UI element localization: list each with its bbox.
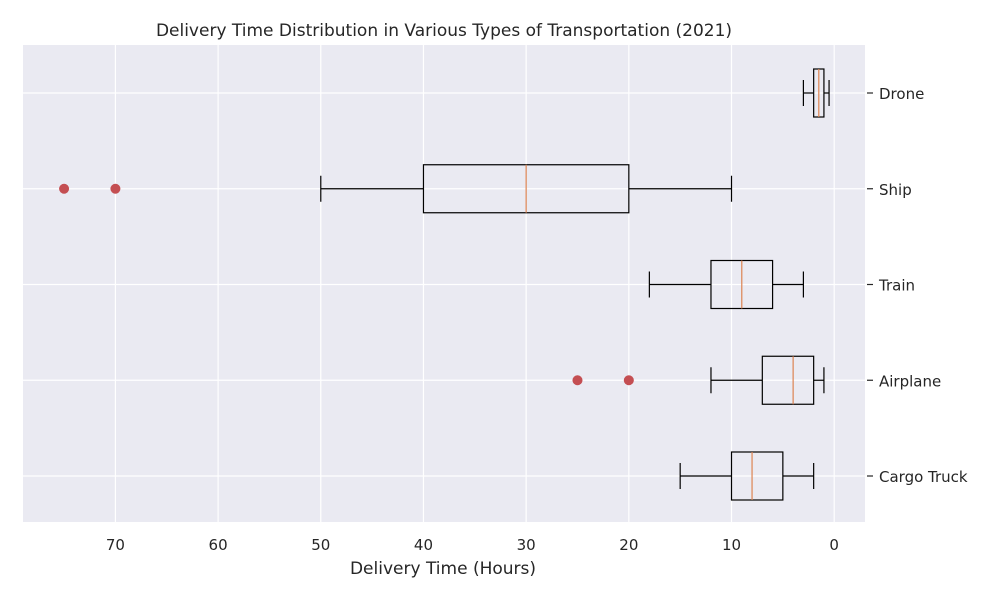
y-tick-label: Ship bbox=[879, 181, 912, 199]
tick-marks bbox=[867, 92, 873, 477]
chart-title: Delivery Time Distribution in Various Ty… bbox=[156, 21, 732, 41]
box-airplane bbox=[572, 355, 825, 405]
box-train bbox=[648, 259, 804, 310]
y-tick-label: Airplane bbox=[879, 372, 941, 390]
y-tick-label: Drone bbox=[879, 85, 924, 103]
x-tick-label: 60 bbox=[209, 536, 228, 554]
x-axis-label: Delivery Time (Hours) bbox=[350, 559, 536, 579]
x-tick-label: 20 bbox=[619, 536, 638, 554]
x-tick-label: 0 bbox=[829, 536, 839, 554]
x-tick-label: 70 bbox=[106, 536, 125, 554]
box-cargo-truck bbox=[679, 451, 815, 501]
outlier-point bbox=[110, 183, 121, 194]
y-tick-label: Cargo Truck bbox=[879, 468, 968, 486]
boxes-layer bbox=[59, 68, 830, 501]
outlier-point bbox=[623, 375, 634, 386]
x-tick-label: 10 bbox=[722, 536, 741, 554]
x-tick-label: 30 bbox=[517, 536, 536, 554]
box-ship bbox=[59, 164, 733, 214]
y-tick-label: Train bbox=[878, 277, 915, 295]
plot-background bbox=[23, 45, 865, 522]
box-iqr bbox=[730, 451, 784, 501]
outlier-point bbox=[59, 183, 70, 194]
x-tick-label: 50 bbox=[311, 536, 330, 554]
box-iqr bbox=[761, 355, 815, 405]
x-tick-label: 40 bbox=[414, 536, 433, 554]
outlier-point bbox=[572, 375, 583, 386]
box-drone bbox=[802, 68, 830, 118]
